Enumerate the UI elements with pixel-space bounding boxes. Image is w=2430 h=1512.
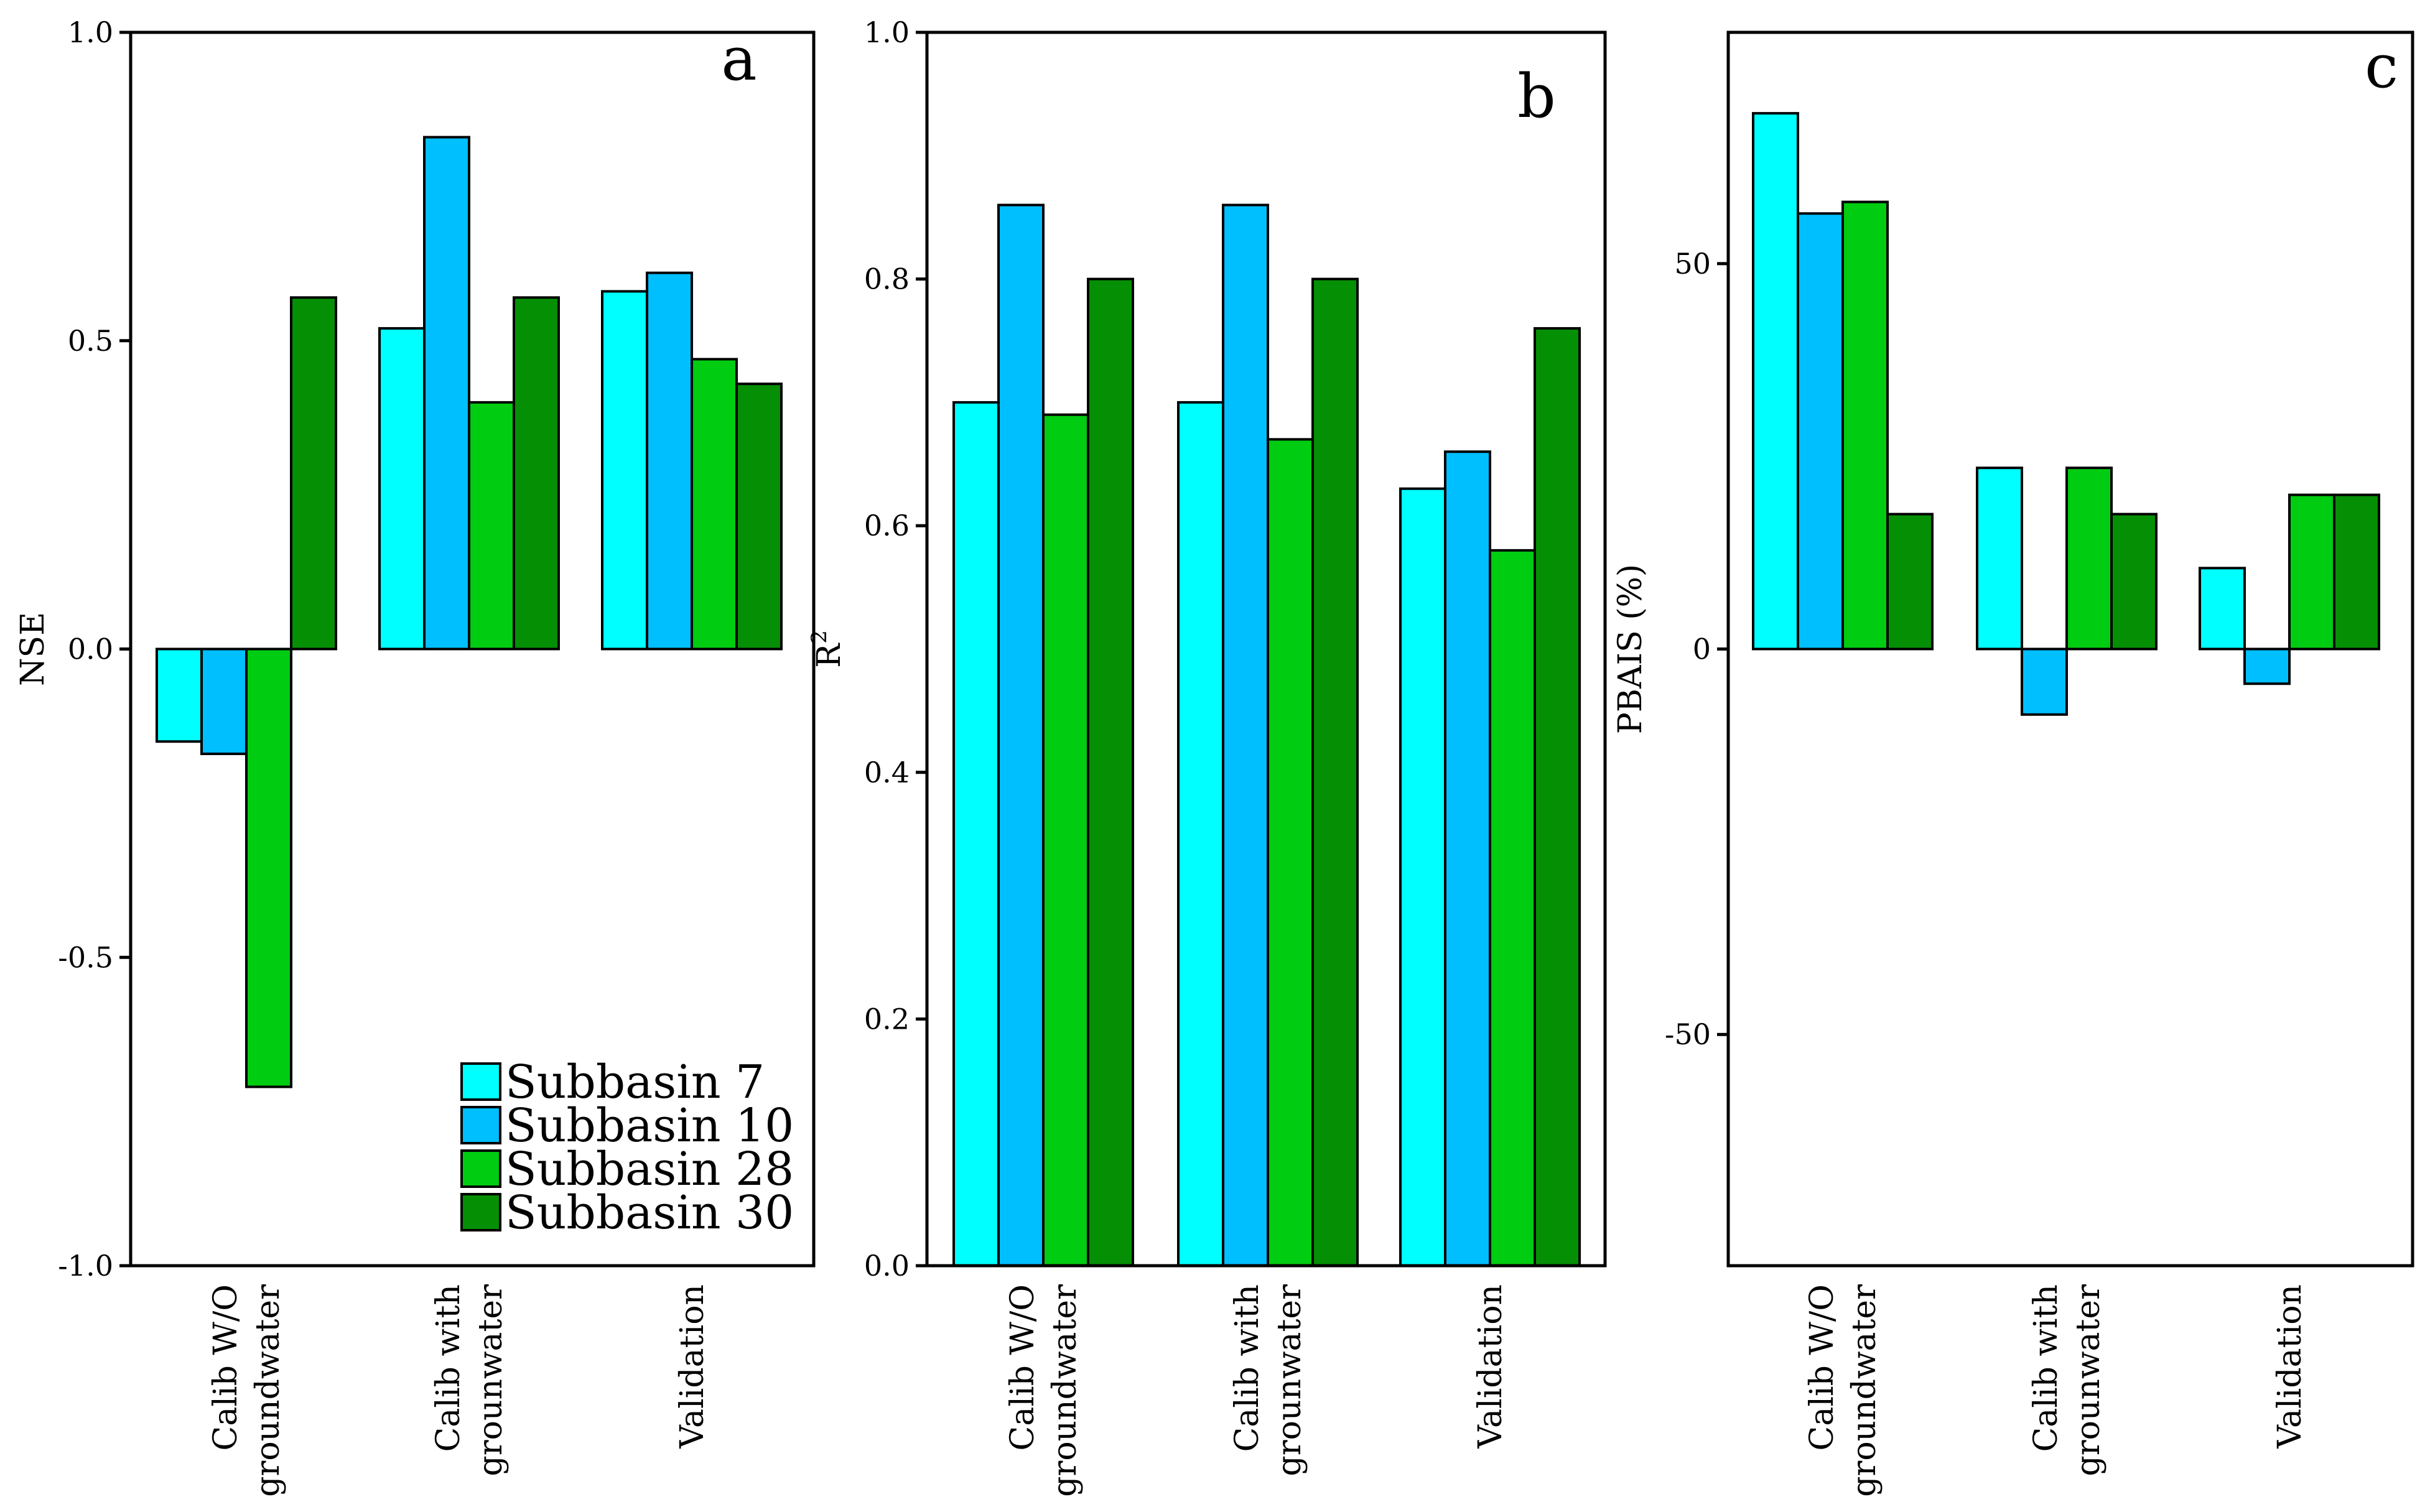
x-category-label-a: groundwater	[249, 1284, 287, 1497]
bar-c-subbasin-30-cat2	[2110, 513, 2158, 651]
y-tick-label-b: 0.6	[864, 509, 910, 542]
bar-a-subbasin-7-cat2	[378, 327, 426, 651]
bar-b-subbasin-10-cat2	[1222, 203, 1269, 1267]
bar-a-subbasin-30-cat2	[513, 296, 560, 651]
x-category-label-c: Validation	[2271, 1284, 2309, 1449]
y-axis-label-a: NSE	[14, 612, 52, 686]
bar-c-subbasin-7-cat1	[1752, 112, 1799, 651]
bar-b-subbasin-7-cat2	[1177, 401, 1224, 1267]
bar-b-subbasin-28-cat3	[1489, 549, 1536, 1267]
x-category-label-b: Calib W/O	[1004, 1284, 1041, 1450]
bar-b-subbasin-30-cat3	[1534, 327, 1581, 1267]
bar-b-subbasin-7-cat3	[1399, 487, 1446, 1268]
legend-label-subbasin-10: Subbasin 10	[505, 1099, 794, 1153]
panel-letter-c: c	[2365, 32, 2398, 101]
y-tick-label-a: 1.0	[68, 16, 113, 49]
y-tick-label-a: 0.5	[68, 324, 113, 358]
legend-swatch-subbasin-28	[460, 1149, 501, 1188]
bar-c-subbasin-28-cat2	[2065, 466, 2113, 651]
bar-c-subbasin-28-cat3	[2288, 493, 2335, 651]
bar-b-subbasin-30-cat2	[1311, 277, 1359, 1268]
y-tick-label-a: -1.0	[58, 1249, 113, 1282]
bar-a-subbasin-7-cat1	[156, 647, 203, 743]
x-category-label-c: Calib W/O	[1804, 1284, 1841, 1450]
bar-b-subbasin-10-cat1	[997, 203, 1045, 1267]
bar-a-subbasin-10-cat2	[423, 136, 470, 651]
y-tick-label-b: 0.8	[864, 262, 910, 296]
panel-b: 0.0 0.2 0.4 0.6 0.8 1.0 R2 Calib W/O groundwater…	[807, 16, 1607, 1497]
panel-letter-b: b	[1517, 62, 1555, 131]
x-category-label-b: Validation	[1472, 1284, 1509, 1449]
panel-letter-a: a	[721, 24, 756, 94]
y-axis-label-b: R2	[807, 630, 848, 668]
bar-c-subbasin-10-cat3	[2243, 647, 2291, 685]
x-category-label-a: Calib W/O	[207, 1284, 244, 1450]
bar-a-subbasin-7-cat3	[601, 290, 648, 651]
bar-c-subbasin-30-cat1	[1886, 513, 1934, 651]
bar-c-subbasin-10-cat1	[1797, 212, 1844, 651]
y-tick-label-c: 0	[1693, 633, 1711, 666]
bar-b-subbasin-7-cat1	[952, 401, 1000, 1267]
bar-b-subbasin-28-cat1	[1042, 413, 1089, 1267]
x-category-label-a: Validation	[674, 1284, 711, 1449]
bar-a-subbasin-10-cat3	[646, 271, 693, 651]
y-tick-label-a: 0.0	[68, 633, 113, 666]
y-tick-label-b: 0.0	[864, 1249, 910, 1282]
y-tick-label-b: 0.4	[864, 756, 910, 789]
bar-c-subbasin-28-cat1	[1841, 200, 1889, 651]
bar-b-subbasin-30-cat1	[1087, 277, 1134, 1268]
bar-a-subbasin-30-cat3	[735, 383, 783, 651]
bar-b-subbasin-10-cat3	[1444, 450, 1491, 1267]
bar-a-subbasin-28-cat3	[691, 358, 738, 651]
y-tick-label-b: 1.0	[864, 16, 910, 49]
bar-c-subbasin-7-cat2	[1976, 466, 2023, 651]
x-category-label-c: Calib with	[2027, 1284, 2065, 1452]
x-category-label-c: groundwater	[1846, 1284, 1883, 1497]
bar-a-subbasin-10-cat1	[200, 647, 248, 756]
y-tick-label-c: 50	[1674, 247, 1711, 281]
x-category-label-a: Calib with	[430, 1284, 467, 1452]
bar-b-subbasin-28-cat2	[1267, 438, 1314, 1267]
x-category-label-a: grounwater	[472, 1284, 510, 1477]
x-category-label-b: Calib with	[1229, 1284, 1266, 1452]
bar-c-subbasin-10-cat2	[2021, 647, 2068, 716]
bar-c-subbasin-30-cat3	[2333, 493, 2380, 651]
x-category-label-b: grounwater	[1271, 1284, 1308, 1477]
y-tick-label-b: 0.2	[864, 1002, 910, 1036]
bar-a-subbasin-28-cat2	[468, 401, 515, 651]
legend-swatch-subbasin-7	[460, 1062, 501, 1101]
y-axis-label-c: PBAIS (%)	[1612, 564, 1649, 734]
legend-label-subbasin-28: Subbasin 28	[505, 1143, 794, 1196]
y-tick-label-c: -50	[1665, 1018, 1711, 1051]
legend-label-subbasin-7: Subbasin 7	[505, 1055, 765, 1109]
x-category-label-c: grounwater	[2070, 1284, 2107, 1477]
bar-a-subbasin-30-cat1	[290, 296, 337, 651]
y-tick-label-a: -0.5	[58, 940, 113, 974]
legend-swatch-subbasin-30	[460, 1193, 501, 1231]
legend-swatch-subbasin-10	[460, 1106, 501, 1144]
plot-frame-b	[925, 30, 1607, 1268]
panel-a: -1.0 -0.5 0.0 0.5 1.0 NSE Calib W/O groundwater…	[14, 16, 816, 1497]
legend-label-subbasin-30: Subbasin 30	[505, 1186, 794, 1240]
x-category-label-b: groundwater	[1046, 1284, 1084, 1497]
bar-a-subbasin-28-cat1	[245, 647, 292, 1088]
panel-c: -50 0 50 PBAIS (%) Calib W/O groundwater Calib…	[1612, 30, 2414, 1497]
bar-c-subbasin-7-cat3	[2199, 567, 2246, 651]
